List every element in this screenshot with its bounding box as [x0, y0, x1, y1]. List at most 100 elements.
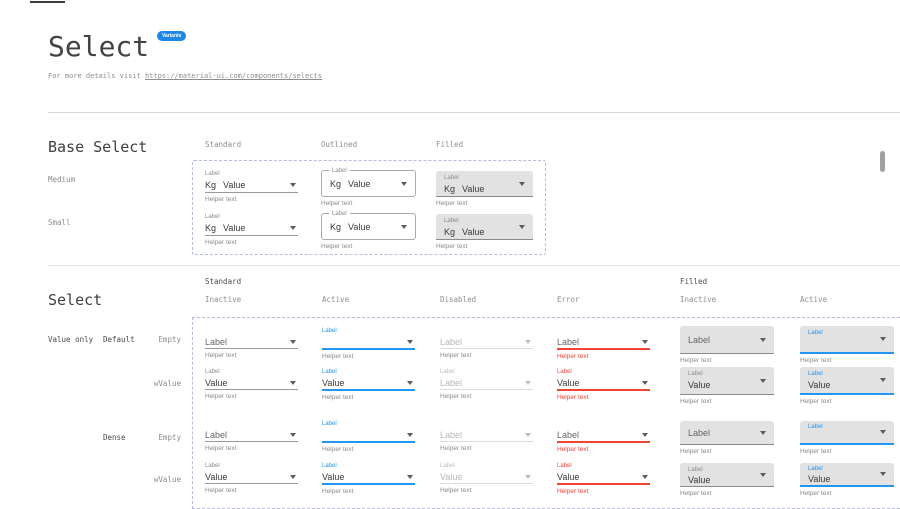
select-standard-active[interactable]: Label Value Helper text [322, 366, 415, 401]
select-input[interactable]: Label Value [680, 367, 774, 395]
select-input[interactable]: Kg Value [205, 221, 298, 236]
docs-link[interactable]: https://material-ui.com/components/selec… [144, 72, 322, 80]
select-standard-active[interactable]: Label Value Helper text [322, 462, 415, 495]
scrollbar-thumb[interactable] [880, 151, 885, 172]
select-input[interactable]: Label [680, 421, 774, 445]
dropdown-arrow-icon [290, 339, 296, 344]
select-input[interactable]: Value [205, 470, 298, 484]
select-standard-inactive[interactable]: Label Value Helper text [205, 462, 298, 494]
select-standard-active[interactable]: Label Helper text [322, 325, 415, 360]
select-standard-error[interactable]: Label Helper text [557, 325, 650, 360]
dropdown-arrow-icon [407, 432, 413, 437]
select-input[interactable] [322, 428, 415, 443]
label-zone [205, 420, 298, 428]
select-standard-error[interactable]: Label Helper text [557, 420, 650, 453]
select-value: Value [322, 471, 345, 482]
select-input[interactable]: Label Value [680, 463, 774, 487]
select-standard-inactive[interactable]: Label Kg Value Helper text [205, 168, 298, 203]
value-line: Value [688, 378, 766, 391]
select-filled-active[interactable]: Label Value Helper text [800, 462, 894, 497]
label-zone: Label [808, 466, 886, 473]
matrix-component-frame [192, 317, 900, 509]
select-filled-inactive[interactable]: Label Kg Value Helper text [436, 211, 533, 250]
select-standard-disabled[interactable]: Label Label Helper text [440, 366, 533, 400]
select-standard-disabled[interactable]: Label Helper text [440, 420, 533, 452]
select-standard-error[interactable]: Label Value Helper text [557, 366, 650, 401]
select-input[interactable]: Label [557, 335, 650, 350]
select-standard-inactive[interactable]: Label Helper text [205, 325, 298, 359]
select-input[interactable]: Label [440, 376, 533, 390]
select-label: Label [444, 175, 459, 181]
select-input[interactable]: Label [205, 428, 298, 442]
select-input[interactable]: Label [440, 335, 533, 349]
select-filled-active[interactable]: Label Helper text [800, 325, 894, 364]
select-value: Label [440, 377, 463, 388]
select-standard-inactive[interactable]: Label Value Helper text [205, 366, 298, 400]
label-zone [557, 325, 650, 335]
select-input[interactable]: Label [800, 326, 894, 354]
select-input[interactable]: Value [440, 470, 533, 484]
select-input[interactable]: Label Kg Value [321, 167, 416, 197]
dropdown-arrow-icon [290, 432, 296, 437]
select-input[interactable]: Value [557, 376, 650, 391]
select-input[interactable]: Label [557, 428, 650, 443]
divider [48, 265, 900, 266]
select-standard-disabled[interactable]: Label Helper text [440, 325, 533, 359]
select-value: Label [688, 427, 711, 438]
select-input[interactable] [322, 335, 415, 350]
select-outlined-inactive[interactable]: Label Kg Value Helper text [321, 167, 416, 207]
label-zone: Label [205, 168, 298, 178]
select-value: Value [808, 474, 831, 485]
select-outlined-inactive[interactable]: Label Kg Value Helper text [321, 210, 416, 250]
select-input[interactable]: Label [205, 335, 298, 349]
select-input[interactable]: Label Value [800, 367, 894, 395]
divider [48, 112, 900, 113]
select-value: Value [557, 471, 580, 482]
label-zone: Label [557, 462, 650, 470]
dropdown-arrow-icon [401, 181, 407, 186]
select-input[interactable]: Value [322, 376, 415, 391]
select-input[interactable]: Label Kg Value [321, 210, 416, 240]
select-label: Label [808, 330, 823, 336]
select-input[interactable]: Label Kg Value [436, 214, 533, 240]
helper-text: Helper text [557, 394, 589, 401]
helper-text: Helper text [322, 394, 354, 401]
select-input[interactable]: Label Value [800, 463, 894, 487]
select-filled-inactive[interactable]: Label Kg Value Helper text [436, 168, 533, 207]
label-zone: Label [322, 462, 415, 470]
select-input[interactable]: Kg Value [205, 178, 298, 193]
select-input[interactable]: Label Kg Value [436, 171, 533, 197]
dropdown-arrow-icon [880, 337, 886, 341]
helper-text: Helper text [436, 243, 468, 250]
select-filled-inactive[interactable]: Label Helper text [680, 325, 774, 364]
select-standard-disabled[interactable]: Label Value Helper text [440, 462, 533, 494]
helper-text: Helper text [436, 200, 468, 207]
select-value: Label [205, 429, 228, 440]
select-filled-active[interactable]: Label Helper text [800, 420, 894, 455]
select-input[interactable]: Label [680, 326, 774, 354]
label-zone: Label [808, 329, 886, 337]
select-filled-inactive[interactable]: Label Helper text [680, 420, 774, 455]
select-filled-active[interactable]: Label Value Helper text [800, 366, 894, 405]
select-standard-active[interactable]: Label Helper text [322, 420, 415, 453]
select-value: Value [440, 471, 463, 482]
select-input[interactable]: Label [440, 428, 533, 442]
variants-badge[interactable]: Variants [157, 31, 187, 41]
select-input[interactable]: Value [557, 470, 650, 485]
select-filled-inactive[interactable]: Label Value Helper text [680, 462, 774, 497]
select-standard-inactive[interactable]: Label Kg Value Helper text [205, 211, 298, 246]
select-input[interactable]: Label [800, 421, 894, 445]
dropdown-arrow-icon [760, 430, 766, 435]
group-header: Standard [205, 277, 242, 286]
select-standard-inactive[interactable]: Label Helper text [205, 420, 298, 452]
select-input[interactable]: Value [322, 470, 415, 485]
select-value: Label [205, 336, 228, 347]
label-zone: Label [688, 466, 766, 474]
select-value: Value [322, 377, 345, 388]
select-filled-inactive[interactable]: Label Value Helper text [680, 366, 774, 405]
dropdown-arrow-icon [290, 380, 296, 385]
column-header: Error [557, 295, 580, 304]
dropdown-arrow-icon [525, 339, 531, 344]
select-standard-error[interactable]: Label Value Helper text [557, 462, 650, 495]
select-input[interactable]: Value [205, 376, 298, 390]
